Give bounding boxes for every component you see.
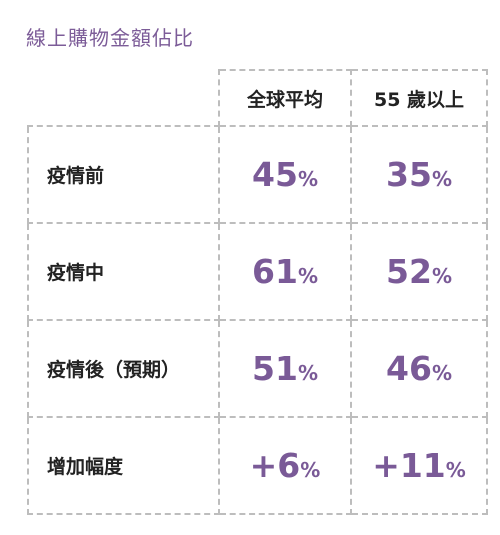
value-cell: 61% xyxy=(218,222,352,321)
percent-sign: % xyxy=(445,458,466,482)
value-number: 45 xyxy=(252,155,298,194)
row-label: 疫情中 xyxy=(27,222,220,321)
row-label: 疫情前 xyxy=(27,125,220,224)
percent-sign: % xyxy=(297,361,318,385)
table-header-row: 全球平均 55 歲以上 xyxy=(28,69,488,127)
table-row: 疫情前 45% 35% xyxy=(27,125,488,224)
empty-corner-cell xyxy=(28,70,220,127)
percent-sign: % xyxy=(297,264,318,288)
percent-sign: % xyxy=(300,458,321,482)
value-cell: 46% xyxy=(350,319,488,418)
percent-sign: % xyxy=(431,167,452,191)
row-label: 疫情後（預期） xyxy=(27,319,220,418)
row-label: 增加幅度 xyxy=(27,416,220,515)
column-header-global-average: 全球平均 xyxy=(218,69,352,127)
value-number: 61 xyxy=(252,252,298,291)
value-cell: 52% xyxy=(350,222,488,321)
value-cell: 35% xyxy=(350,125,488,224)
value-cell: +11% xyxy=(350,416,488,515)
comparison-table: 全球平均 55 歲以上 疫情前 45% 35% 疫情中 61% 52% 疫情後（… xyxy=(27,69,488,515)
value-number: +6 xyxy=(249,446,301,485)
value-number: 35 xyxy=(386,155,432,194)
page-title: 線上購物金額佔比 xyxy=(26,26,194,50)
value-number: 46 xyxy=(386,349,432,388)
value-cell: +6% xyxy=(218,416,352,515)
percent-sign: % xyxy=(297,167,318,191)
value-number: 51 xyxy=(252,349,298,388)
percent-sign: % xyxy=(431,361,452,385)
table-row: 疫情後（預期） 51% 46% xyxy=(27,319,488,418)
value-number: 52 xyxy=(386,252,432,291)
value-cell: 51% xyxy=(218,319,352,418)
table-row: 增加幅度 +6% +11% xyxy=(27,416,488,515)
table-row: 疫情中 61% 52% xyxy=(27,222,488,321)
value-cell: 45% xyxy=(218,125,352,224)
column-header-age-55-plus: 55 歲以上 xyxy=(350,69,488,127)
value-number: +11 xyxy=(372,446,446,485)
percent-sign: % xyxy=(431,264,452,288)
